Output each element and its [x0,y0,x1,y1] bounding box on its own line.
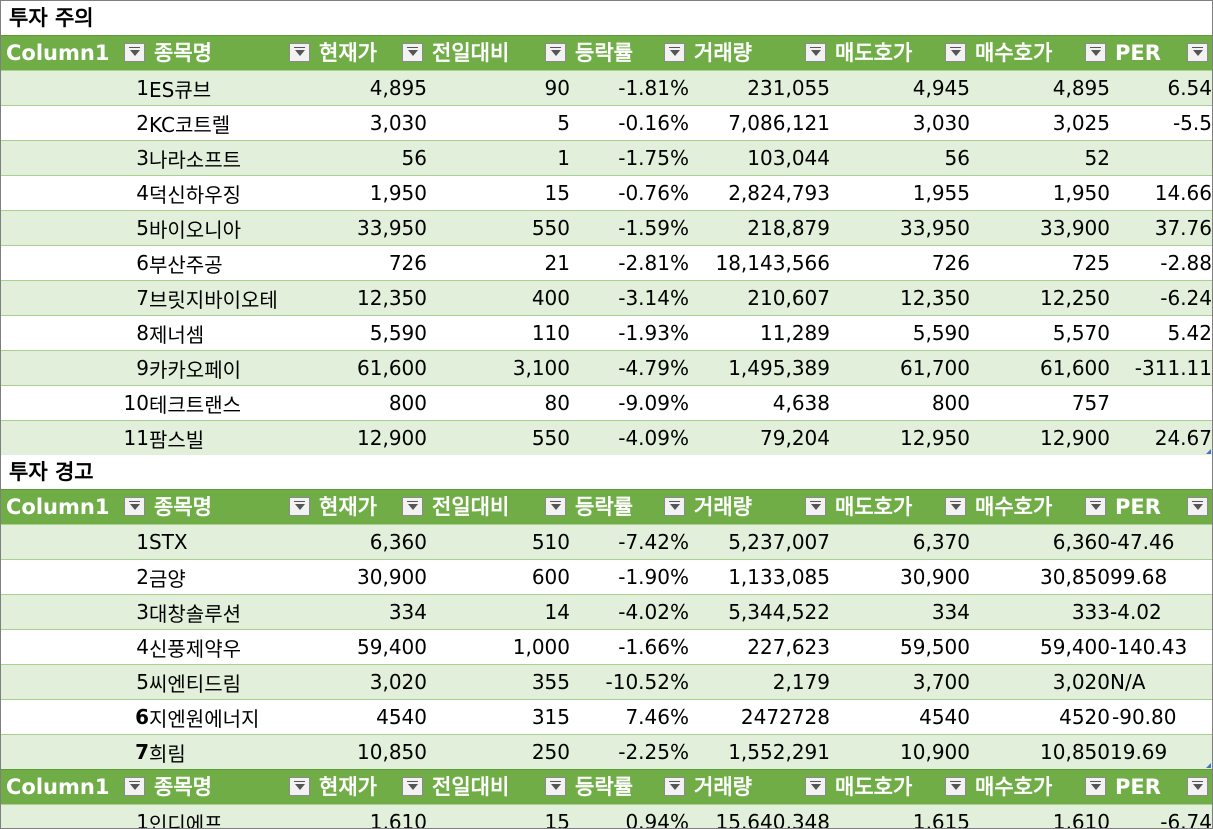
table-row[interactable]: 11 팜스빌 12,900 550 -4.09% 79,204 12,950 12,900 24… [1,420,1212,455]
table-resize-handle[interactable]: 24.67 [1110,420,1212,455]
table-row[interactable]: 1 인디에프 1,610 15 0.94% 15,640,348 1,615 1,610 -6.… [1,804,1212,828]
header-change: 전일대비 [427,489,570,525]
table-row[interactable]: 6 지엔원에너지 4540 315 7.46% 2472728 4540 4520 -90.80 [1,699,1212,735]
filter-dropdown-icon[interactable] [805,497,826,516]
header-volume: 거래량 [689,489,830,525]
header-rate: 등락률 [570,489,689,525]
filter-dropdown-icon[interactable] [1085,43,1106,62]
table-row[interactable]: 3 대창솔루션 334 14 -4.02% 5,344,522 334 333 -4.02 [1,594,1212,630]
header-row: Column1 종목명 현재가 전일대비 등락률 거래량 매도호가 매수호가 P… [1,769,1212,805]
filter-dropdown-icon[interactable] [945,43,966,62]
header-ask: 매도호가 [830,769,970,805]
filter-dropdown-icon[interactable] [545,497,566,516]
table-resize-handle[interactable]: 19.69 [1110,734,1212,769]
table-row[interactable]: 7 브릿지바이오테 12,350 400 -3.14% 210,607 12,350 12,2… [1,280,1212,316]
header-row: Column1 종목명 현재가 전일대비 등락률 거래량 매도호가 매수호가 P… [1,489,1212,525]
filter-dropdown-icon[interactable] [805,43,826,62]
header-price: 현재가 [314,769,427,805]
table-caution: Column1 종목명 현재가 전일대비 등락률 거래량 매도호가 매수호가 P… [1,35,1212,455]
table-row[interactable]: 8 제너셈 5,590 110 -1.93% 11,289 5,590 5,570 5.42 [1,315,1212,351]
header-bid: 매수호가 [970,489,1110,525]
filter-dropdown-icon[interactable] [1187,43,1208,62]
filter-dropdown-icon[interactable] [402,43,423,62]
filter-dropdown-icon[interactable] [124,497,145,516]
header-bid: 매수호가 [970,769,1110,805]
header-rate: 등락률 [570,769,689,805]
filter-dropdown-icon[interactable] [945,777,966,796]
filter-dropdown-icon[interactable] [945,497,966,516]
header-name: 종목명 [149,769,314,805]
filter-dropdown-icon[interactable] [545,777,566,796]
table-row[interactable]: 4 덕신하우징 1,950 15 -0.76% 2,824,793 1,955 1,950 14… [1,175,1212,211]
filter-dropdown-icon[interactable] [289,777,310,796]
filter-dropdown-icon[interactable] [664,777,685,796]
header-price: 현재가 [314,489,427,525]
table-row[interactable]: 10 테크트랜스 800 80 -9.09% 4,638 800 757 [1,385,1212,421]
filter-dropdown-icon[interactable] [1187,497,1208,516]
section-title-caution[interactable]: 투자 주의 [1,1,1212,35]
header-row: Column1 종목명 현재가 전일대비 등락률 거래량 매도호가 매수호가 P… [1,35,1212,71]
table-row[interactable]: 2 KC코트렐 3,030 5 -0.16% 7,086,121 3,030 3,025 -5.… [1,105,1212,141]
header-column1: Column1 [1,489,149,525]
table-row[interactable]: 5 씨엔티드림 3,020 355 -10.52% 2,179 3,700 3,020 N/A [1,664,1212,700]
table-row[interactable]: 2 금양 30,900 600 -1.90% 1,133,085 30,900 30,850 9… [1,559,1212,595]
filter-dropdown-icon[interactable] [664,497,685,516]
table-row[interactable]: 7 희림 10,850 250 -2.25% 1,552,291 10,900 10,850 1… [1,734,1212,769]
header-column1: Column1 [1,35,149,71]
table-row[interactable]: 9 카카오페이 61,600 3,100 -4.79% 1,495,389 61,700 61… [1,350,1212,386]
filter-dropdown-icon[interactable] [124,777,145,796]
section-title-warning[interactable]: 투자 경고 [1,455,1212,489]
header-name: 종목명 [149,489,314,525]
filter-dropdown-icon[interactable] [664,43,685,62]
header-per: PER [1110,489,1212,525]
header-per: PER [1110,35,1212,71]
header-column1: Column1 [1,769,149,805]
table-row[interactable]: 6 부산주공 726 21 -2.81% 18,143,566 726 725 -2.88 [1,245,1212,281]
filter-dropdown-icon[interactable] [545,43,566,62]
header-volume: 거래량 [689,769,830,805]
filter-dropdown-icon[interactable] [1085,497,1106,516]
header-ask: 매도호가 [830,489,970,525]
filter-dropdown-icon[interactable] [402,497,423,516]
header-ask: 매도호가 [830,35,970,71]
header-bid: 매수호가 [970,35,1110,71]
header-rate: 등락률 [570,35,689,71]
filter-dropdown-icon[interactable] [402,777,423,796]
header-volume: 거래량 [689,35,830,71]
table-warning: Column1 종목명 현재가 전일대비 등락률 거래량 매도호가 매수호가 P… [1,489,1212,769]
table-row[interactable]: 4 신풍제약우 59,400 1,000 -1.66% 227,623 59,500 59,4… [1,629,1212,665]
header-change: 전일대비 [427,769,570,805]
header-name: 종목명 [149,35,314,71]
filter-dropdown-icon[interactable] [805,777,826,796]
table-third: Column1 종목명 현재가 전일대비 등락률 거래량 매도호가 매수호가 P… [1,769,1212,828]
header-price: 현재가 [314,35,427,71]
header-change: 전일대비 [427,35,570,71]
table-row[interactable]: 3 나라소프트 56 1 -1.75% 103,044 56 52 [1,140,1212,176]
filter-dropdown-icon[interactable] [124,43,145,62]
table-row[interactable]: 1 STX 6,360 510 -7.42% 5,237,007 6,370 6,360 -47… [1,524,1212,560]
filter-dropdown-icon[interactable] [1085,777,1106,796]
table-row[interactable]: 1 ES큐브 4,895 90 -1.81% 231,055 4,945 4,895 6.54 [1,70,1212,106]
header-per: PER [1110,769,1212,805]
filter-dropdown-icon[interactable] [289,43,310,62]
table-row[interactable]: 5 바이오니아 33,950 550 -1.59% 218,879 33,950 33,900… [1,210,1212,246]
filter-dropdown-icon[interactable] [1187,777,1208,796]
filter-dropdown-icon[interactable] [289,497,310,516]
